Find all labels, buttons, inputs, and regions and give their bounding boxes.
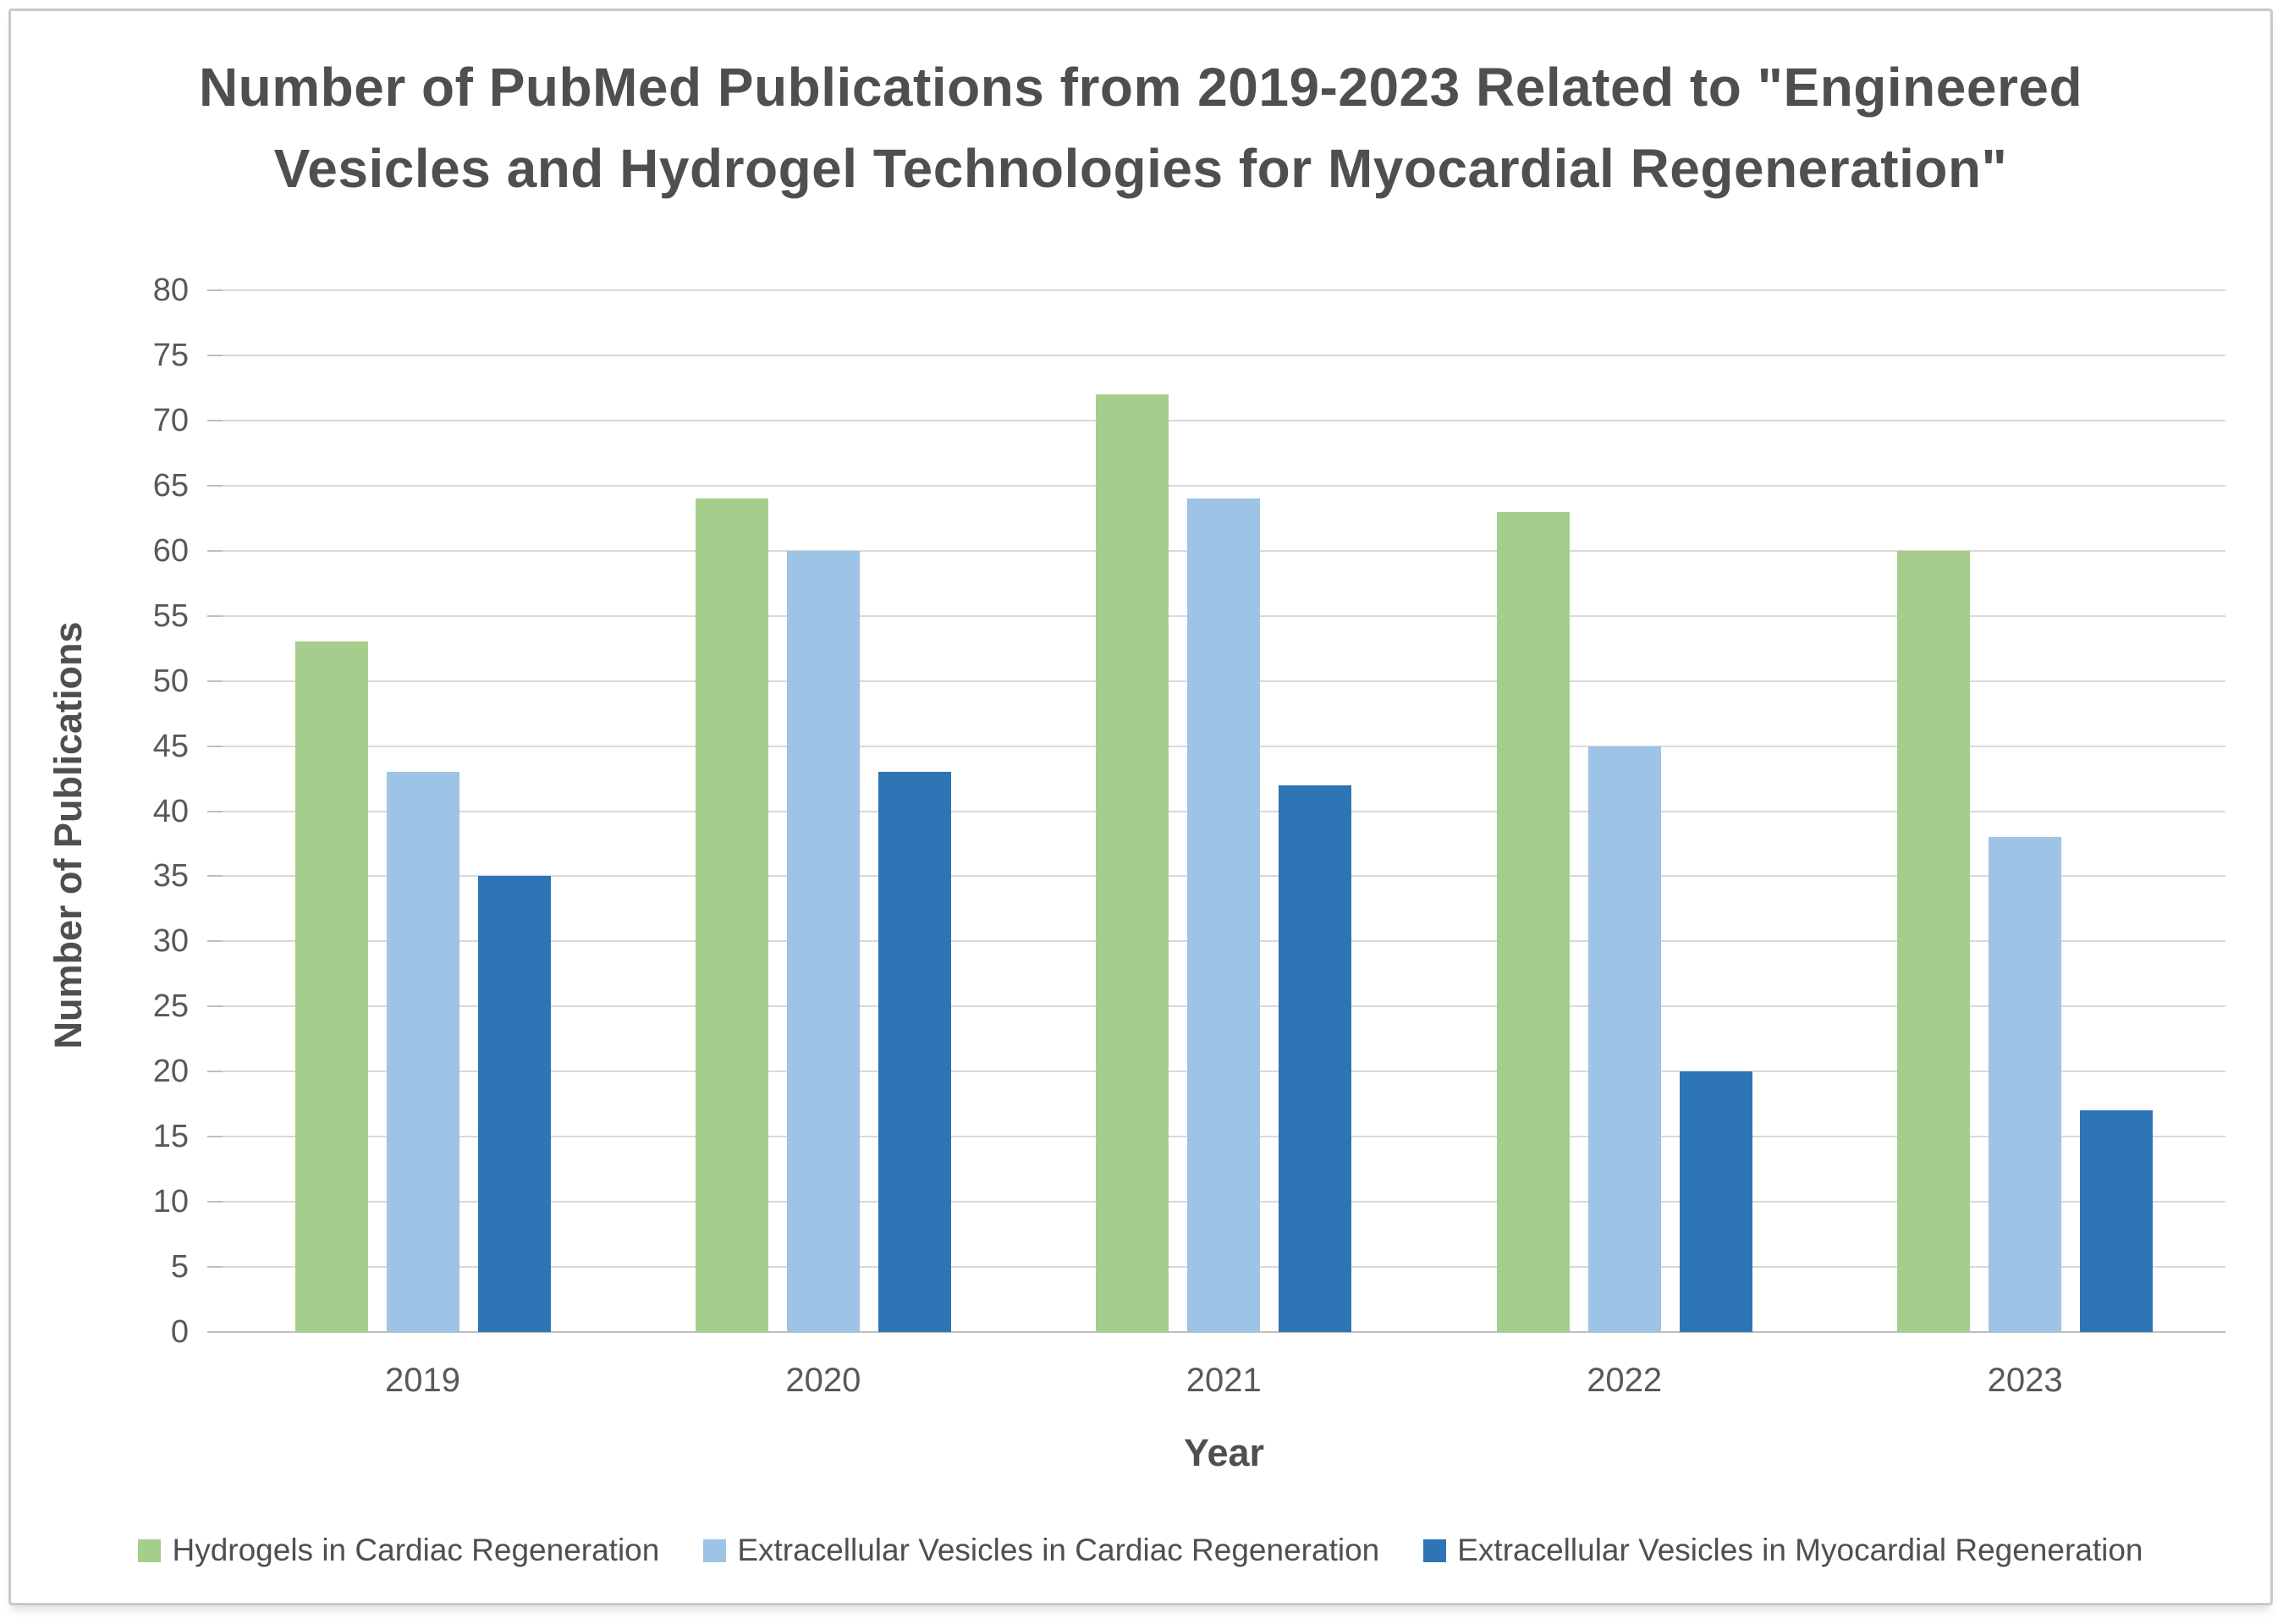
chart-title-line-2: Vesicles and Hydrogel Technologies for M… <box>273 138 2008 199</box>
y-tick-mark-10 <box>207 1201 223 1203</box>
y-tick-mark-80 <box>207 289 223 291</box>
chart-title-line-1: Number of PubMed Publications from 2019-… <box>198 57 2083 118</box>
chart-card: Number of PubMed Publications from 2019-… <box>8 8 2273 1605</box>
bar-2020-series-3 <box>878 772 952 1332</box>
bar-2019-series-1 <box>294 641 368 1332</box>
chart-title: Number of PubMed Publications from 2019-… <box>11 47 2270 209</box>
legend-swatch-icon <box>703 1539 727 1562</box>
y-tick-mark-25 <box>207 1005 223 1008</box>
legend-item-2: Extracellular Vesicles in Cardiac Regene… <box>703 1533 1379 1568</box>
y-tick-mark-55 <box>207 614 223 617</box>
x-axis-label-2022: 2022 <box>1587 1362 1663 1399</box>
y-tick-mark-70 <box>207 419 223 421</box>
bar-2022-series-3 <box>1679 1071 1752 1332</box>
y-tick-mark-65 <box>207 484 223 487</box>
x-axis-title: Year <box>1183 1431 1265 1474</box>
bar-2020-series-1 <box>696 498 769 1332</box>
y-tick-mark-0 <box>207 1331 223 1333</box>
bar-2023-series-1 <box>1897 550 1971 1332</box>
x-axis-label-2023: 2023 <box>1987 1362 2063 1399</box>
bar-group-2021 <box>1024 290 1424 1332</box>
legend-label: Extracellular Vesicles in Myocardial Reg… <box>1457 1533 2143 1567</box>
bar-2019-series-2 <box>386 772 459 1332</box>
gridline-75 <box>223 354 2225 356</box>
legend-item-1: Hydrogels in Cardiac Regeneration <box>138 1533 659 1568</box>
legend-label: Extracellular Vesicles in Cardiac Regene… <box>737 1533 1380 1567</box>
bar-group-2023 <box>1825 290 2225 1332</box>
legend-label: Hydrogels in Cardiac Regeneration <box>172 1533 660 1567</box>
x-axis-baseline <box>223 1331 2225 1333</box>
y-tick-mark-30 <box>207 940 223 943</box>
bar-2021-series-2 <box>1187 498 1261 1332</box>
x-axis-label-2021: 2021 <box>1186 1362 1262 1399</box>
bar-group-2020 <box>623 290 1023 1332</box>
y-axis-title: Number of Publications <box>47 621 90 1049</box>
y-tick-mark-60 <box>207 549 223 552</box>
bar-2021-series-1 <box>1096 394 1169 1332</box>
y-tick-mark-40 <box>207 810 223 812</box>
legend-item-3: Extracellular Vesicles in Myocardial Reg… <box>1423 1533 2143 1568</box>
legend-swatch-icon <box>1423 1539 1447 1562</box>
bar-group-2019 <box>223 290 623 1332</box>
y-tick-mark-45 <box>207 745 223 747</box>
y-tick-mark-5 <box>207 1266 223 1269</box>
legend-swatch-icon <box>138 1539 162 1562</box>
x-axis-label-2019: 2019 <box>385 1362 460 1399</box>
bar-2022-series-1 <box>1496 511 1570 1332</box>
y-tick-mark-15 <box>207 1136 223 1138</box>
bar-2023-series-2 <box>1989 837 2062 1332</box>
plot-area <box>207 289 2225 1333</box>
gridline-80 <box>223 289 2225 291</box>
bar-2020-series-2 <box>787 550 861 1332</box>
x-axis-label-2020: 2020 <box>785 1362 861 1399</box>
y-tick-mark-20 <box>207 1071 223 1073</box>
bar-group-2022 <box>1424 290 1824 1332</box>
bar-2019-series-3 <box>477 876 551 1332</box>
y-tick-mark-35 <box>207 875 223 878</box>
gridline-70 <box>223 419 2225 421</box>
gridline-65 <box>223 484 2225 487</box>
y-tick-mark-50 <box>207 680 223 682</box>
bar-2023-series-3 <box>2080 1110 2154 1332</box>
y-tick-mark-75 <box>207 354 223 356</box>
legend: Hydrogels in Cardiac Regeneration Extrace… <box>11 1533 2270 1568</box>
bar-2021-series-3 <box>1279 784 1352 1332</box>
bar-2022-series-2 <box>1587 746 1661 1332</box>
